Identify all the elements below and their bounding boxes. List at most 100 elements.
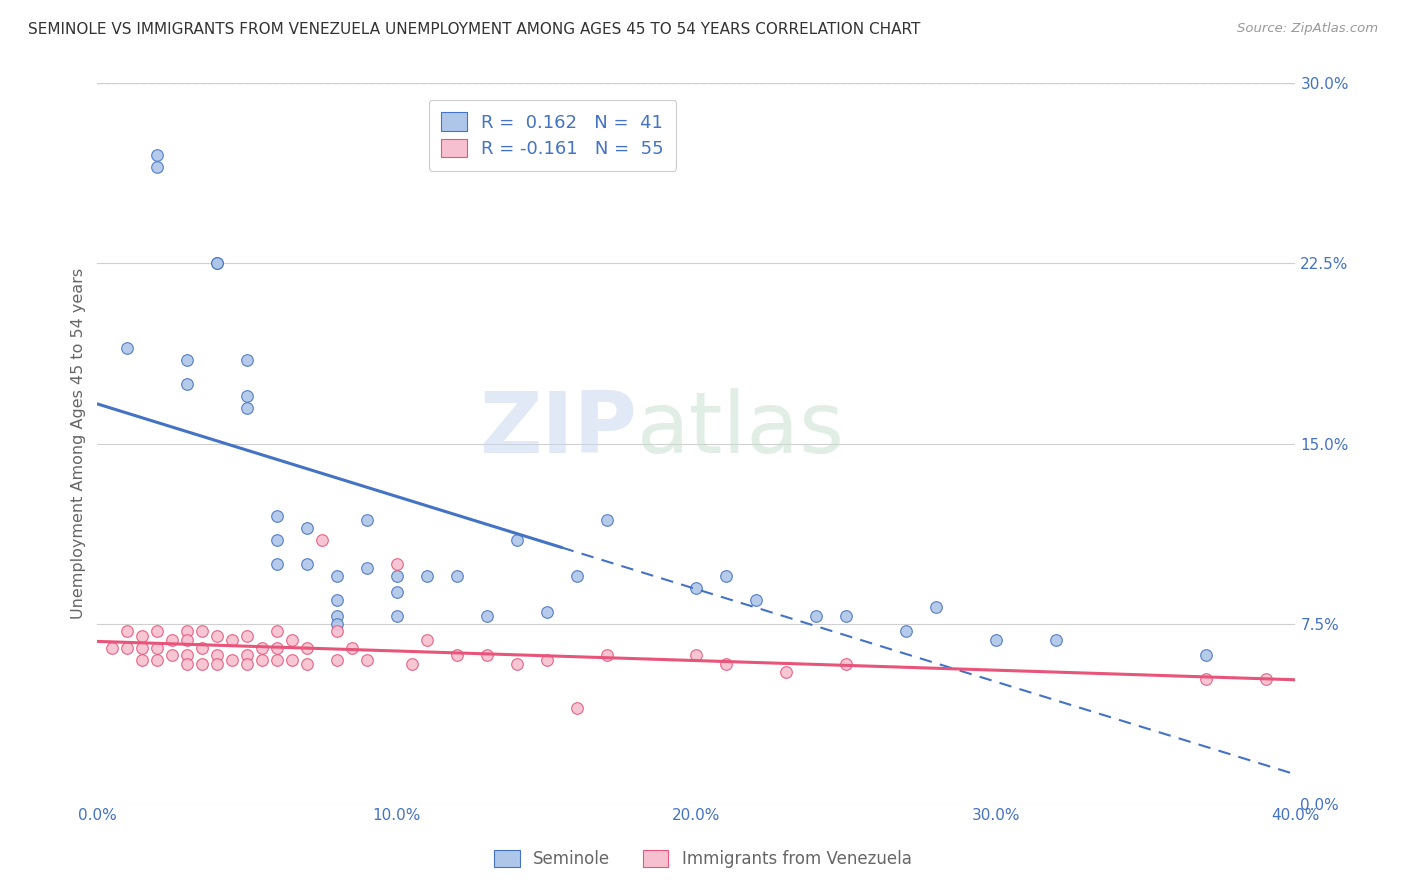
Point — [250, 640, 273, 655]
Text: ZIP: ZIP — [479, 388, 637, 471]
Point — [266, 557, 288, 571]
Point — [356, 561, 378, 575]
Point — [191, 624, 214, 638]
Point — [685, 581, 707, 595]
Text: Source: ZipAtlas.com: Source: ZipAtlas.com — [1237, 22, 1378, 36]
Point — [356, 652, 378, 666]
Point — [205, 657, 228, 672]
Text: atlas: atlas — [637, 388, 845, 471]
Point — [266, 508, 288, 523]
Point — [385, 568, 408, 582]
Point — [835, 657, 858, 672]
Point — [295, 657, 318, 672]
Point — [505, 533, 527, 547]
Point — [295, 557, 318, 571]
Point — [385, 585, 408, 599]
Point — [146, 161, 169, 175]
Point — [1194, 648, 1216, 662]
Text: SEMINOLE VS IMMIGRANTS FROM VENEZUELA UNEMPLOYMENT AMONG AGES 45 TO 54 YEARS COR: SEMINOLE VS IMMIGRANTS FROM VENEZUELA UN… — [28, 22, 921, 37]
Point — [117, 624, 139, 638]
Point — [475, 648, 498, 662]
Point — [117, 341, 139, 355]
Point — [536, 605, 558, 619]
Point — [205, 256, 228, 270]
Point — [281, 633, 304, 648]
Point — [191, 640, 214, 655]
Point — [446, 648, 468, 662]
Point — [176, 624, 198, 638]
Point — [236, 388, 259, 402]
Point — [505, 657, 527, 672]
Point — [894, 624, 917, 638]
Point — [101, 640, 124, 655]
Y-axis label: Unemployment Among Ages 45 to 54 years: Unemployment Among Ages 45 to 54 years — [72, 268, 86, 619]
Point — [326, 616, 349, 631]
Point — [117, 640, 139, 655]
Point — [685, 648, 707, 662]
Point — [266, 533, 288, 547]
Point — [326, 568, 349, 582]
Point — [595, 513, 617, 527]
Point — [475, 609, 498, 624]
Point — [716, 568, 738, 582]
Point — [236, 352, 259, 367]
Point — [236, 401, 259, 415]
Point — [146, 652, 169, 666]
Point — [356, 513, 378, 527]
Point — [250, 652, 273, 666]
Point — [205, 629, 228, 643]
Point — [385, 557, 408, 571]
Point — [146, 148, 169, 162]
Point — [160, 633, 183, 648]
Point — [326, 609, 349, 624]
Legend: R =  0.162   N =  41, R = -0.161   N =  55: R = 0.162 N = 41, R = -0.161 N = 55 — [429, 100, 676, 171]
Point — [236, 657, 259, 672]
Legend: Seminole, Immigrants from Venezuela: Seminole, Immigrants from Venezuela — [488, 843, 918, 875]
Point — [236, 629, 259, 643]
Point — [385, 609, 408, 624]
Point — [221, 633, 243, 648]
Point — [536, 652, 558, 666]
Point — [266, 624, 288, 638]
Point — [205, 648, 228, 662]
Point — [775, 665, 797, 679]
Point — [446, 568, 468, 582]
Point — [176, 633, 198, 648]
Point — [565, 568, 588, 582]
Point — [176, 648, 198, 662]
Point — [131, 640, 153, 655]
Point — [146, 624, 169, 638]
Point — [295, 520, 318, 534]
Point — [146, 640, 169, 655]
Point — [595, 648, 617, 662]
Point — [416, 568, 439, 582]
Point — [565, 700, 588, 714]
Point — [311, 533, 333, 547]
Point — [416, 633, 439, 648]
Point — [835, 609, 858, 624]
Point — [176, 352, 198, 367]
Point — [1045, 633, 1067, 648]
Point — [340, 640, 363, 655]
Point — [266, 640, 288, 655]
Point — [221, 652, 243, 666]
Point — [176, 657, 198, 672]
Point — [326, 624, 349, 638]
Point — [401, 657, 423, 672]
Point — [236, 648, 259, 662]
Point — [745, 592, 768, 607]
Point — [716, 657, 738, 672]
Point — [984, 633, 1007, 648]
Point — [806, 609, 828, 624]
Point — [326, 652, 349, 666]
Point — [281, 652, 304, 666]
Point — [176, 376, 198, 391]
Point — [205, 256, 228, 270]
Point — [295, 640, 318, 655]
Point — [925, 599, 948, 614]
Point — [326, 592, 349, 607]
Point — [1254, 672, 1277, 686]
Point — [191, 657, 214, 672]
Point — [1194, 672, 1216, 686]
Point — [131, 629, 153, 643]
